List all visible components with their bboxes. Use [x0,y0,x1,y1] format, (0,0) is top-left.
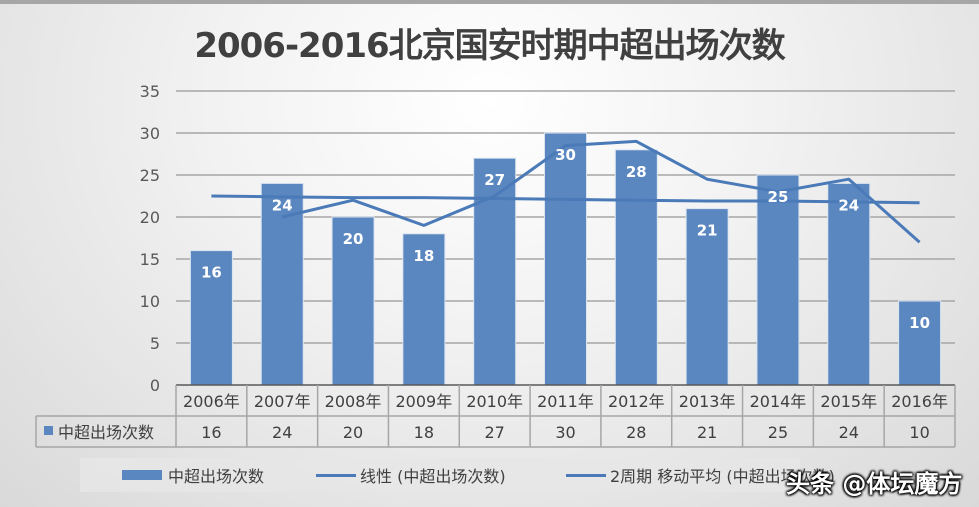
table-value-cell: 27 [485,423,505,442]
legend [80,458,800,492]
bar[interactable] [898,300,942,386]
bar-value-label: 20 [343,230,364,248]
top-border [0,0,979,4]
x-category-label: 2010年 [466,392,523,411]
table-value-cell: 20 [343,423,363,442]
bar-value-label: 24 [838,196,859,214]
table-value-cell: 24 [272,423,292,442]
y-tick-label: 30 [140,124,160,143]
bar-value-label: 25 [768,188,789,206]
table-value-cell: 25 [768,423,788,442]
bar-value-label: 21 [697,222,718,240]
table-value-cell: 28 [626,423,646,442]
table-value-cell: 21 [697,423,717,442]
table-value-cell: 10 [909,423,929,442]
legend-label: 线性 (中超出场次数) [360,467,506,486]
line-swatch-icon [316,473,356,477]
bar[interactable] [544,132,587,386]
table-value-cell: 30 [555,423,575,442]
table-value-cell: 24 [839,423,859,442]
bar[interactable] [756,174,800,386]
moving-average-line [281,139,921,244]
bar-value-label: 18 [413,247,434,265]
bar-value-label: 16 [201,264,222,282]
legend-item-moving-avg[interactable]: 2周期 移动平均 (中超出场次数) [566,463,835,487]
x-category-label: 2007年 [254,392,311,411]
y-tick-label: 35 [140,82,160,101]
table-value-cell: 16 [201,423,221,442]
table-row-label: 中超出场次数 [58,423,154,442]
watermark: 头条 @体坛魔方 [786,470,963,498]
bar[interactable] [473,157,517,386]
y-tick-label: 10 [140,292,160,311]
legend-item-linear[interactable]: 线性 (中超出场次数) [316,463,506,487]
bar-swatch-icon [122,470,162,480]
trendline [211,194,920,205]
x-category-label: 2009年 [395,392,452,411]
bar[interactable] [685,208,729,386]
y-tick-label: 5 [150,334,160,353]
x-category-label: 2015年 [820,392,877,411]
bar-value-label: 28 [626,163,647,181]
y-tick-label: 15 [140,250,160,269]
bar[interactable] [827,182,871,386]
table-legend-key-icon [44,426,53,435]
legend-label: 2周期 移动平均 (中超出场次数) [610,467,835,486]
line-swatch-icon [566,473,606,477]
chart-title: 2006-2016北京国安时期中超出场次数 [194,26,785,66]
legend-label: 中超出场次数 [168,467,265,486]
y-tick-label: 0 [150,376,160,395]
bar[interactable] [614,149,658,386]
bar-value-label: 30 [555,146,576,164]
table-value-cell: 18 [414,423,434,442]
bar-value-label: 10 [909,314,930,332]
x-category-label: 2006年 [183,392,240,411]
legend-item-bars[interactable]: 中超出场次数 [122,463,264,487]
y-tick-label: 20 [140,208,160,227]
x-category-label: 2016年 [891,392,948,411]
x-category-label: 2008年 [325,392,382,411]
bar-value-label: 27 [484,171,505,189]
x-category-label: 2014年 [750,392,807,411]
x-category-label: 2012年 [608,392,665,411]
bar-value-label: 24 [272,196,293,214]
x-category-label: 2013年 [679,392,736,411]
x-category-label: 2011年 [537,392,594,411]
y-tick-label: 25 [140,166,160,185]
